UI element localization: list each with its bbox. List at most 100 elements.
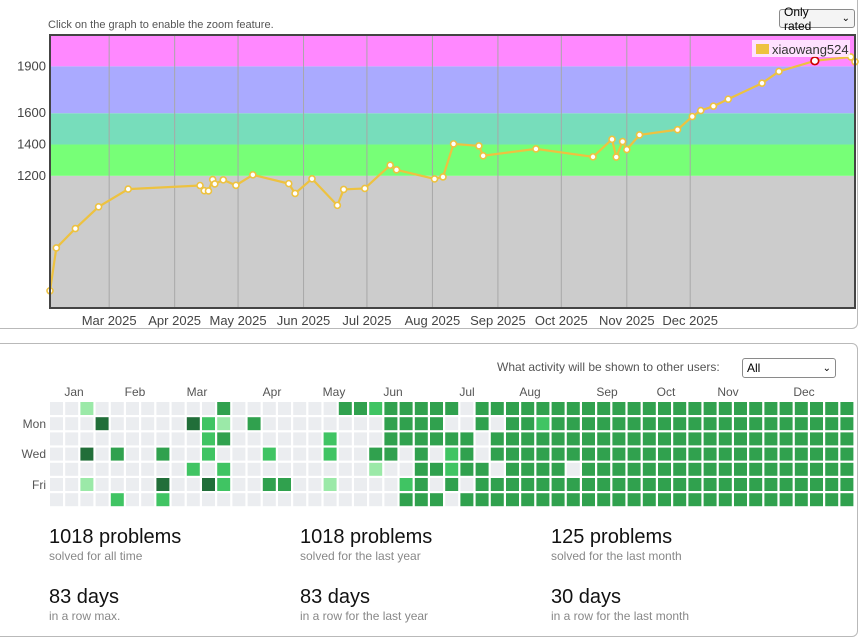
- activity-day: [673, 417, 687, 431]
- rated-filter-select[interactable]: Only rated ⌄: [779, 5, 855, 33]
- activity-day: [642, 417, 656, 431]
- activity-day: [80, 493, 94, 507]
- activity-day: [673, 478, 687, 491]
- rating-point: [475, 142, 483, 150]
- legend-label: xiaowang524: [772, 42, 849, 57]
- activity-day: [460, 432, 474, 446]
- activity-day: [764, 402, 778, 415]
- y-tick-label: 1900: [17, 58, 46, 73]
- activity-day: [536, 417, 550, 431]
- peak-point: [810, 56, 820, 66]
- activity-day: [506, 462, 519, 476]
- activity-day: [110, 432, 124, 446]
- activity-day: [262, 432, 276, 446]
- activity-day: [65, 447, 79, 461]
- stat-streak-last-year: 83 days in a row for the last year: [300, 586, 428, 623]
- activity-day: [262, 402, 276, 415]
- activity-day: [597, 462, 611, 476]
- rating-chart[interactable]: Mar 2025 Apr 2025 May 2025 Jun 2025 Jul 2025…: [0, 30, 859, 330]
- activity-day: [490, 478, 504, 491]
- month-label: Jun: [383, 385, 402, 399]
- activity-day: [460, 493, 474, 507]
- month-label: Oct: [657, 385, 676, 399]
- activity-day: [475, 462, 489, 476]
- activity-day: [551, 447, 565, 461]
- activity-day: [475, 493, 489, 507]
- rating-band: [50, 66, 855, 114]
- activity-day: [627, 402, 641, 415]
- activity-day: [551, 432, 565, 446]
- x-tick-label: Oct 2025: [535, 313, 588, 328]
- activity-day: [658, 462, 671, 476]
- activity-day: [186, 417, 200, 431]
- activity-day: [369, 478, 383, 491]
- activity-day: [521, 478, 535, 491]
- activity-day: [566, 447, 580, 461]
- activity-day: [141, 447, 155, 461]
- activity-day: [171, 478, 185, 491]
- activity-day: [734, 478, 747, 491]
- activity-day: [551, 402, 565, 415]
- activity-day: [50, 402, 63, 415]
- activity-day: [536, 432, 550, 446]
- activity-day: [810, 447, 823, 461]
- rating-point: [696, 106, 705, 115]
- activity-day: [597, 493, 611, 507]
- activity-day: [521, 432, 535, 446]
- activity-day: [95, 493, 109, 507]
- rating-point: [386, 161, 394, 169]
- activity-day: [703, 402, 717, 415]
- x-tick-label: Sep 2025: [470, 313, 526, 328]
- activity-day: [430, 432, 443, 446]
- activity-day: [734, 462, 747, 476]
- activity-day: [110, 493, 124, 507]
- activity-day: [323, 447, 337, 461]
- activity-day: [794, 402, 808, 415]
- activity-day: [612, 493, 626, 507]
- activity-day: [354, 402, 367, 415]
- activity-day: [202, 402, 215, 415]
- month-label: Feb: [125, 385, 146, 399]
- activity-day: [612, 462, 626, 476]
- activity-day: [65, 417, 79, 431]
- rating-point: [589, 153, 597, 161]
- activity-day: [582, 462, 595, 476]
- activity-day: [232, 462, 246, 476]
- weekday-label: Fri: [32, 478, 46, 492]
- activity-day: [825, 432, 839, 446]
- activity-day: [232, 447, 246, 461]
- activity-day: [642, 493, 656, 507]
- activity-day: [597, 447, 611, 461]
- activity-day: [80, 447, 94, 461]
- activity-day: [171, 493, 185, 507]
- activity-day: [126, 478, 139, 491]
- activity-day: [749, 493, 763, 507]
- activity-day: [338, 462, 352, 476]
- activity-day: [338, 417, 352, 431]
- activity-day: [354, 432, 367, 446]
- visibility-select[interactable]: All ⌄: [742, 358, 836, 378]
- activity-day: [764, 417, 778, 431]
- month-label: Aug: [519, 385, 540, 399]
- x-tick-label: Dec 2025: [662, 313, 718, 328]
- activity-day: [566, 493, 580, 507]
- activity-day: [794, 447, 808, 461]
- activity-day: [384, 447, 398, 461]
- activity-day: [612, 432, 626, 446]
- activity-day: [323, 432, 337, 446]
- activity-day: [156, 447, 170, 461]
- activity-day: [247, 447, 261, 461]
- activity-day: [186, 478, 200, 491]
- activity-day: [110, 462, 124, 476]
- activity-day: [354, 493, 367, 507]
- y-tick-label: 1200: [17, 168, 46, 183]
- activity-day: [627, 493, 641, 507]
- month-label: Mar: [187, 385, 208, 399]
- activity-day: [734, 493, 747, 507]
- activity-day: [445, 478, 459, 491]
- activity-day: [445, 432, 459, 446]
- activity-day: [703, 432, 717, 446]
- rating-point: [673, 125, 682, 134]
- activity-day: [414, 447, 428, 461]
- activity-day: [217, 417, 231, 431]
